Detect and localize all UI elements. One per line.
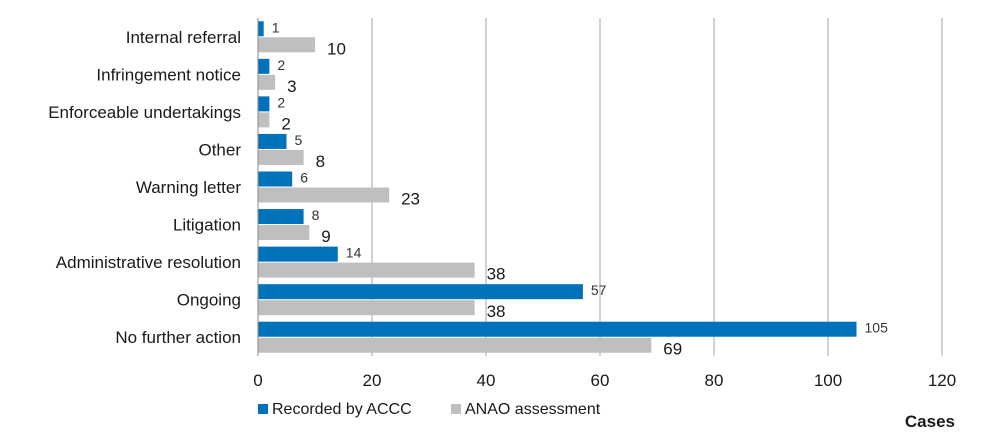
x-axis-title: Cases	[905, 412, 955, 431]
data-label: 9	[321, 227, 330, 246]
bar-anao-assessment	[258, 300, 475, 316]
bar-recorded-by-accc	[258, 246, 338, 262]
data-label: 2	[277, 57, 285, 73]
bar-anao-assessment	[258, 337, 652, 353]
data-label: 14	[346, 245, 362, 261]
category-label: No further action	[115, 328, 241, 347]
legend-swatch-accc	[258, 404, 268, 414]
legend-label-accc: Recorded by ACCC	[272, 401, 412, 418]
bar-recorded-by-accc	[258, 209, 304, 225]
x-tick-label: 100	[814, 371, 842, 390]
data-label: 105	[865, 320, 889, 336]
category-label: Litigation	[173, 216, 241, 235]
data-label: 38	[487, 265, 506, 284]
data-label: 3	[287, 77, 296, 96]
category-label: Warning letter	[136, 178, 242, 197]
category-label: Ongoing	[177, 291, 241, 310]
x-tick-label: 20	[363, 371, 382, 390]
bar-recorded-by-accc	[258, 133, 287, 149]
data-label: 69	[663, 340, 682, 359]
legend-label-anao: ANAO assessment	[465, 401, 601, 418]
data-label: 57	[591, 282, 607, 298]
x-tick-label: 40	[477, 371, 496, 390]
x-tick-label: 80	[705, 371, 724, 390]
bar-recorded-by-accc	[258, 58, 270, 74]
category-labels: Internal referral Infringement notice Enfo…	[48, 28, 241, 347]
data-label: 2	[281, 114, 290, 133]
data-label: 10	[327, 39, 346, 58]
x-tick-label: 60	[591, 371, 610, 390]
category-label: Internal referral	[126, 28, 241, 47]
data-label: 38	[487, 302, 506, 321]
data-label: 6	[300, 170, 308, 186]
bar-recorded-by-accc	[258, 284, 583, 300]
category-label: Other	[198, 140, 241, 159]
legend: Recorded by ACCC ANAO assessment	[258, 401, 601, 418]
x-tick-label: 0	[253, 371, 262, 390]
legend-swatch-anao	[451, 404, 461, 414]
bar-recorded-by-accc	[258, 96, 270, 112]
bar-anao-assessment	[258, 187, 390, 203]
data-label: 23	[401, 190, 420, 209]
category-label: Enforceable undertakings	[48, 103, 241, 122]
gridlines	[371, 18, 943, 356]
bar-anao-assessment	[258, 37, 315, 53]
x-axis-tick-labels: 0 20 40 60 80 100 120	[253, 371, 956, 390]
bar-recorded-by-accc	[258, 321, 857, 337]
bar-recorded-by-accc	[258, 21, 264, 37]
bar-anao-assessment	[258, 262, 475, 278]
bar-anao-assessment	[258, 112, 270, 128]
data-label: 1	[272, 19, 280, 35]
bar-anao-assessment	[258, 74, 276, 90]
bar-anao-assessment	[258, 149, 304, 165]
data-label: 8	[316, 152, 325, 171]
data-label: 8	[312, 207, 320, 223]
category-label: Administrative resolution	[56, 253, 241, 272]
data-label: 2	[277, 94, 285, 110]
category-label: Infringement notice	[96, 65, 241, 84]
bar-anao-assessment	[258, 225, 310, 241]
bar-recorded-by-accc	[258, 171, 293, 187]
x-tick-label: 120	[928, 371, 956, 390]
data-label: 5	[295, 132, 303, 148]
